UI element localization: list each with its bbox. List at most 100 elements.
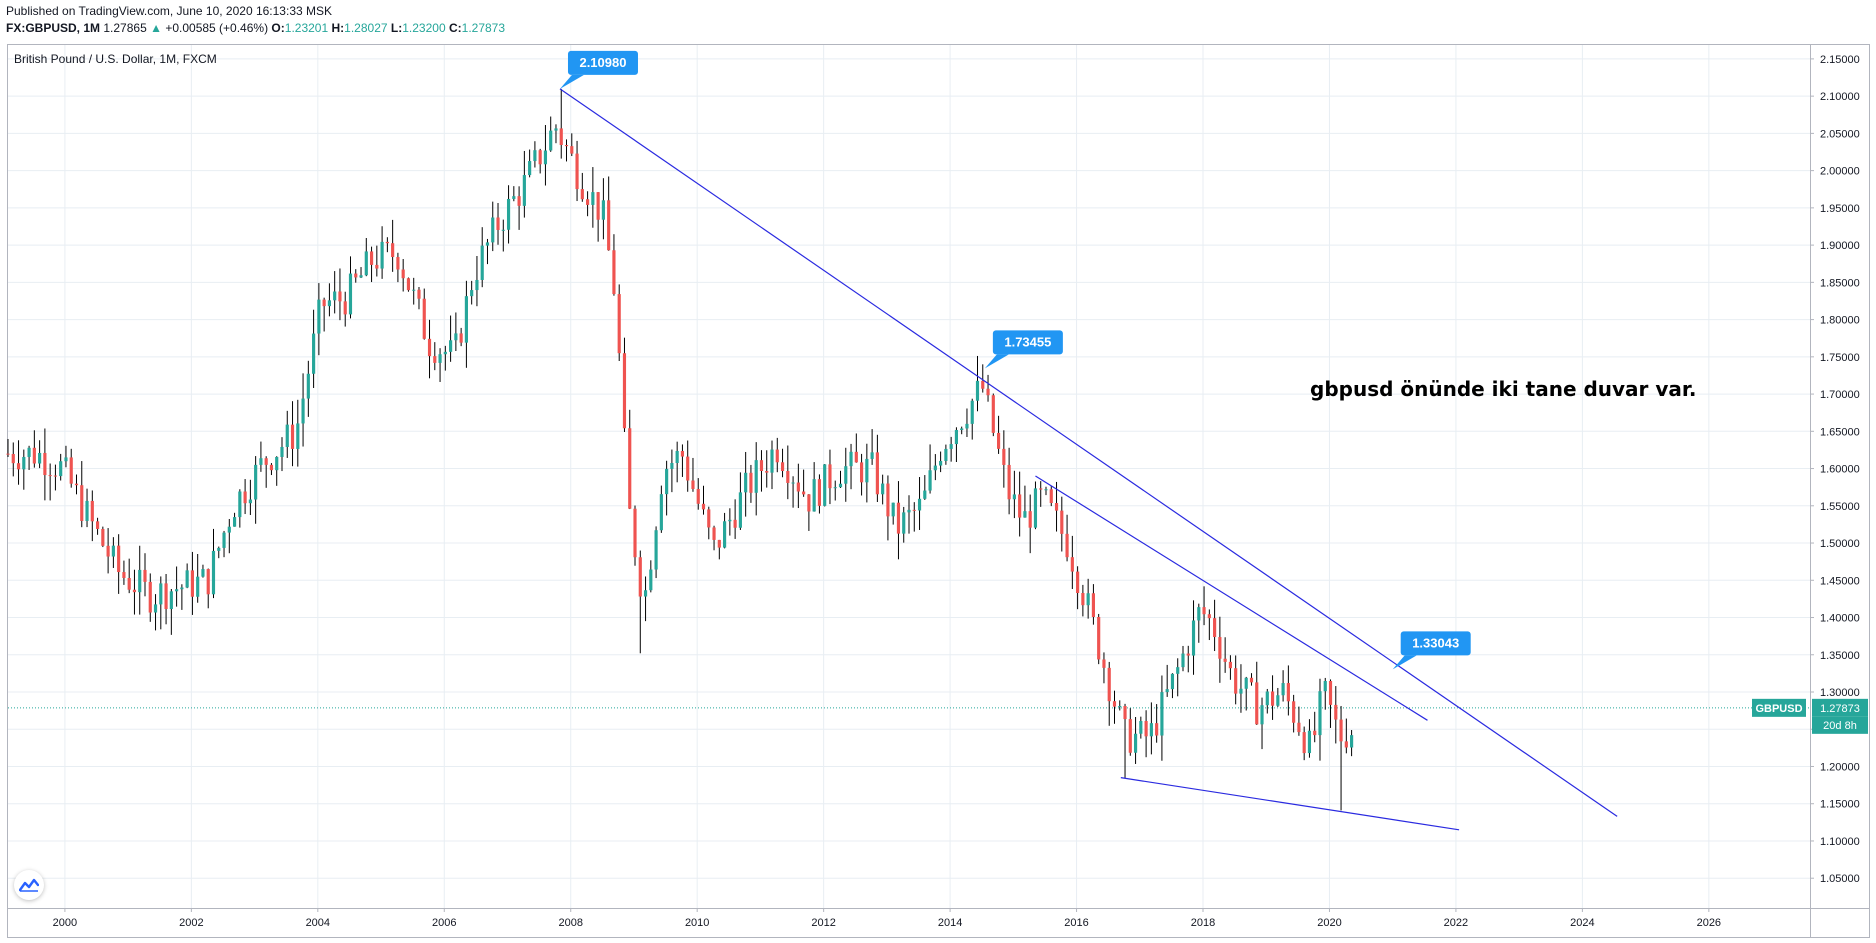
candle-body[interactable] — [1039, 488, 1043, 490]
candle-body[interactable] — [1112, 701, 1117, 707]
candle-body[interactable] — [1313, 730, 1317, 736]
candle-body[interactable] — [1350, 735, 1354, 748]
candle-body[interactable] — [427, 338, 432, 357]
candle-body[interactable] — [348, 273, 353, 315]
candle-body[interactable] — [417, 289, 421, 299]
candle-body[interactable] — [543, 150, 548, 165]
candle-body[interactable] — [612, 250, 616, 295]
candle-body[interactable] — [970, 400, 974, 424]
candle-body[interactable] — [733, 519, 737, 528]
candle-body[interactable] — [275, 456, 279, 471]
trendlines[interactable] — [559, 88, 1618, 831]
candle-body[interactable] — [1328, 680, 1333, 705]
candle-body[interactable] — [886, 483, 890, 517]
candle-body[interactable] — [591, 192, 595, 205]
candle-body[interactable] — [69, 457, 73, 484]
candle-body[interactable] — [1344, 741, 1348, 748]
candle-body[interactable] — [206, 569, 210, 595]
candle-body[interactable] — [74, 483, 79, 486]
candle-body[interactable] — [227, 526, 231, 533]
candle-body[interactable] — [1197, 607, 1201, 621]
candle-body[interactable] — [380, 241, 384, 269]
candle-body[interactable] — [422, 298, 426, 339]
candle-body[interactable] — [1191, 620, 1196, 656]
candle-body[interactable] — [506, 198, 511, 230]
candle-body[interactable] — [90, 500, 94, 522]
time-axis[interactable]: 2000 2002 2004 2006 2008 2010 2012 2014 2016 2018… — [53, 908, 1721, 929]
candle-body[interactable] — [1207, 614, 1211, 619]
candle-body[interactable] — [554, 128, 558, 131]
candle-body[interactable] — [269, 464, 274, 471]
candle-body[interactable] — [1176, 667, 1180, 674]
candle-body[interactable] — [312, 333, 316, 374]
candle-body[interactable] — [1181, 653, 1185, 668]
candle-body[interactable] — [622, 353, 627, 429]
candle-body[interactable] — [939, 460, 943, 466]
candle-body[interactable] — [728, 519, 732, 522]
candle-body[interactable] — [870, 452, 874, 459]
callout-box[interactable] — [567, 50, 638, 75]
candle-body[interactable] — [6, 453, 10, 455]
candle-body[interactable] — [1091, 593, 1095, 618]
candle-body[interactable] — [1228, 661, 1232, 669]
candle-body[interactable] — [433, 356, 437, 363]
candle-body[interactable] — [222, 532, 226, 548]
candle-body[interactable] — [48, 475, 52, 477]
candle-body[interactable] — [359, 275, 363, 278]
candle-body[interactable] — [1255, 682, 1259, 725]
candle-body[interactable] — [264, 458, 268, 465]
candle-body[interactable] — [675, 450, 679, 464]
candle-body[interactable] — [691, 480, 695, 490]
candle-body[interactable] — [175, 589, 179, 592]
candle-body[interactable] — [1060, 510, 1064, 534]
candle-body[interactable] — [1318, 691, 1322, 736]
candle-body[interactable] — [570, 146, 574, 154]
candle-body[interactable] — [1339, 719, 1343, 742]
callout-box[interactable] — [1400, 631, 1471, 656]
candle-body[interactable] — [1270, 691, 1275, 706]
candle-body[interactable] — [464, 296, 468, 343]
candle-body[interactable] — [475, 279, 479, 291]
candle-body[interactable] — [791, 482, 795, 484]
candle-body[interactable] — [1086, 593, 1090, 606]
candle-body[interactable] — [470, 290, 474, 297]
candle-body[interactable] — [954, 430, 959, 445]
candle-body[interactable] — [617, 294, 621, 354]
candle-body[interactable] — [1155, 723, 1159, 736]
candle-body[interactable] — [1334, 704, 1338, 720]
candle-body[interactable] — [338, 291, 342, 302]
candle-body[interactable] — [185, 570, 189, 588]
candle-body[interactable] — [859, 462, 864, 483]
candle-body[interactable] — [1144, 721, 1148, 737]
candle-body[interactable] — [965, 423, 969, 429]
candle-body[interactable] — [907, 509, 911, 513]
candle-body[interactable] — [807, 494, 811, 512]
candle-body[interactable] — [480, 245, 484, 280]
candle-body[interactable] — [517, 196, 521, 206]
candle-body[interactable] — [844, 466, 848, 484]
candle-body[interactable] — [1012, 494, 1016, 500]
candle-body[interactable] — [16, 463, 21, 470]
candle-body[interactable] — [1234, 668, 1238, 694]
candle-body[interactable] — [32, 447, 36, 464]
candle-body[interactable] — [22, 456, 26, 470]
candle-body[interactable] — [211, 550, 216, 595]
candle-body[interactable] — [949, 444, 953, 449]
candle-body[interactable] — [1028, 511, 1032, 528]
candle-body[interactable] — [95, 521, 100, 529]
candle-body[interactable] — [780, 462, 785, 472]
candle-body[interactable] — [438, 354, 442, 363]
candle-body[interactable] — [1292, 701, 1296, 723]
candle-body[interactable] — [686, 456, 690, 481]
candle-body[interactable] — [1097, 617, 1101, 660]
candle-body[interactable] — [1213, 618, 1217, 638]
candle-body[interactable] — [138, 569, 142, 593]
candle-body[interactable] — [628, 428, 632, 509]
trendline-middle[interactable] — [1035, 475, 1428, 721]
candle-body[interactable] — [917, 498, 922, 511]
candle-body[interactable] — [53, 475, 58, 477]
candle-body[interactable] — [759, 460, 764, 472]
candle-body[interactable] — [1033, 488, 1038, 528]
candle-body[interactable] — [80, 485, 84, 521]
candle-body[interactable] — [1186, 653, 1190, 656]
